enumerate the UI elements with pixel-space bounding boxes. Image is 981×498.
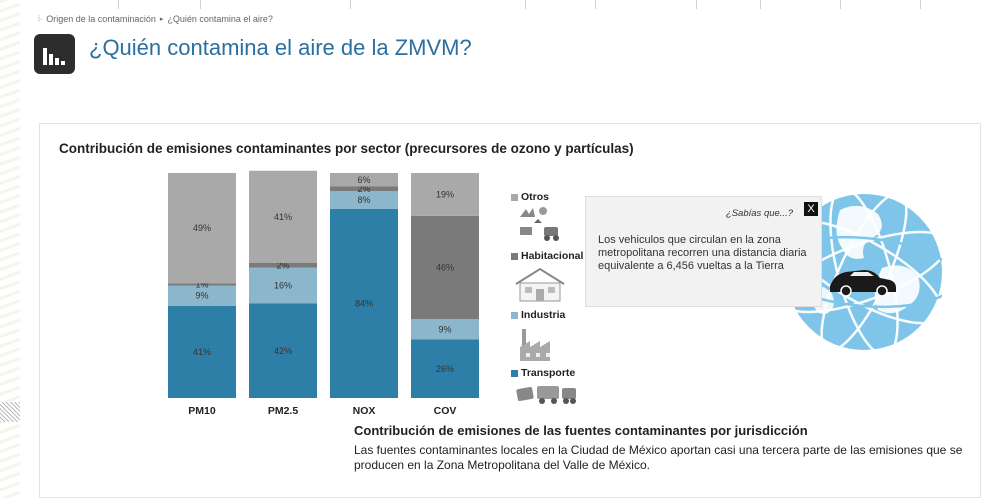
data-label-pm2-5-transporte: 42%	[274, 346, 292, 356]
legend-swatch-industria	[511, 311, 518, 319]
legend-swatch-otros	[511, 193, 518, 201]
legend-item-otros: Otros	[511, 191, 549, 203]
otros-icon	[520, 207, 559, 241]
data-label-nox-transporte: 84%	[355, 299, 373, 309]
data-label-pm2-5-habitacional: 2%	[276, 260, 289, 270]
legend-label-otros: Otros	[521, 191, 550, 203]
category-label-cov: COV	[434, 405, 457, 417]
page-title: ¿Quién contamina el aire de la ZMVM?	[89, 35, 472, 60]
breadcrumb-separator-icon: ▸	[159, 16, 164, 23]
bar-pm2-5-industria[interactable]	[249, 267, 317, 304]
chart-title: Contribución de emisiones contaminantes …	[59, 141, 634, 156]
tooltip-close-button[interactable]: X	[804, 202, 818, 216]
data-label-cov-transporte: 26%	[436, 364, 454, 374]
data-label-nox-otros: 6%	[357, 175, 370, 185]
data-label-nox-industria: 8%	[357, 195, 370, 205]
bar-pm10-transporte[interactable]	[168, 305, 236, 398]
house-icon	[515, 267, 565, 302]
legend-swatch-habitacional	[511, 252, 518, 260]
legend-item-industria: Industria	[511, 309, 565, 321]
category-label-nox: NOX	[353, 405, 376, 417]
data-label-nox-habitacional: 2%	[357, 184, 370, 194]
bar-cov-otros[interactable]	[411, 173, 479, 216]
category-label-pm10: PM10	[188, 405, 216, 417]
bar-pm10-habitacional[interactable]	[168, 283, 236, 286]
bar-nox-otros[interactable]	[330, 173, 398, 187]
data-label-pm10-otros: 49%	[193, 223, 211, 233]
breadcrumb-item-origen[interactable]: Origen de la contaminación	[46, 14, 156, 24]
category-label-pm2-5: PM2.5	[268, 405, 299, 417]
bar-cov-habitacional[interactable]	[411, 215, 479, 320]
section-title: Contribución de emisiones de las fuentes…	[354, 423, 808, 438]
bar-pm2-5-habitacional[interactable]	[249, 263, 317, 268]
data-label-cov-otros: 19%	[436, 189, 454, 199]
factory-icon	[520, 329, 550, 361]
bar-chart-icon	[34, 34, 75, 74]
bar-pm2-5-otros[interactable]	[249, 170, 317, 263]
legend-item-transporte: Transporte	[511, 367, 575, 379]
legend-swatch-transporte	[511, 369, 518, 377]
data-label-cov-industria: 9%	[438, 324, 451, 334]
bar-pm10-industria[interactable]	[168, 285, 236, 306]
legend-label-habitacional: Habitacional	[521, 250, 584, 262]
bar-nox-industria[interactable]	[330, 191, 398, 209]
breadcrumb: ⁞· Origen de la contaminación ▸ ¿Quién c…	[38, 14, 273, 24]
fact-tooltip: ¿Sabías que...? X Los vehiculos que circ…	[585, 196, 822, 307]
data-label-pm10-industria: 9%	[195, 291, 208, 301]
data-label-pm10-habitacional: 1%	[195, 279, 208, 289]
breadcrumb-item-current: ¿Quién contamina el aire?	[167, 14, 273, 24]
scroll-grip[interactable]	[0, 402, 20, 422]
legend-label-transporte: Transporte	[521, 367, 576, 379]
left-decoration	[0, 0, 20, 498]
bar-cov-industria[interactable]	[411, 319, 479, 340]
bar-nox-transporte[interactable]	[330, 209, 398, 398]
bar-pm2-5-transporte[interactable]	[249, 303, 317, 399]
breadcrumb-home-icon: ⁞·	[38, 15, 43, 23]
tooltip-body: Los vehiculos que circulan en la zona me…	[598, 234, 807, 272]
tooltip-heading: ¿Sabías que...?	[725, 208, 793, 219]
bar-cov-transporte[interactable]	[411, 339, 479, 399]
data-label-pm2-5-industria: 16%	[274, 281, 292, 291]
vehicles-icon	[516, 386, 576, 404]
data-label-pm2-5-otros: 41%	[274, 212, 292, 222]
legend-item-habitacional: Habitacional	[511, 250, 583, 262]
bar-pm10-otros[interactable]	[168, 173, 236, 284]
globe-car-illustration	[771, 187, 942, 357]
stacked-bar-chart: 41%9%1%49%PM1042%16%2%41%PM2.584%8%2%6%N…	[168, 170, 479, 417]
data-label-cov-habitacional: 46%	[436, 263, 454, 273]
top-nav-strip	[20, 0, 981, 9]
bar-nox-habitacional[interactable]	[330, 186, 398, 192]
data-label-pm10-transporte: 41%	[193, 347, 211, 357]
legend-label-industria: Industria	[521, 309, 566, 321]
section-text: Las fuentes contaminantes locales en la …	[354, 443, 963, 472]
